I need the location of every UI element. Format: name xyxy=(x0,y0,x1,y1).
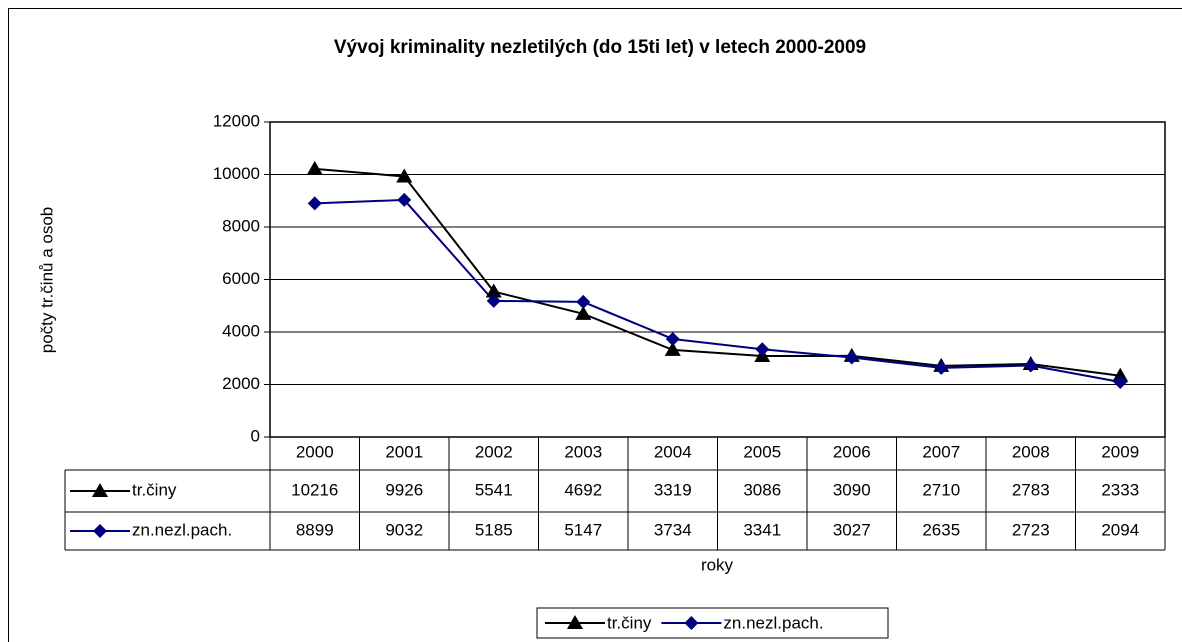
data-point xyxy=(1113,375,1128,390)
table-cell: 2094 xyxy=(1101,520,1139,539)
table-cell: 2635 xyxy=(922,520,960,539)
table-cell: 3734 xyxy=(654,520,692,539)
table-row-label: zn.nezl.pach. xyxy=(132,520,232,539)
data-point xyxy=(576,294,591,309)
data-point xyxy=(485,283,502,298)
x-tick-label: 2000 xyxy=(296,442,334,461)
table-cell: 3090 xyxy=(833,480,871,499)
y-tick-label: 0 xyxy=(251,426,260,445)
legend-label: zn.nezl.pach. xyxy=(723,613,823,632)
data-point xyxy=(1023,358,1038,373)
data-point xyxy=(396,168,413,183)
legend-marker xyxy=(567,615,583,629)
table-cell: 5185 xyxy=(475,520,513,539)
y-axis-label: počty tr.činů a osob xyxy=(37,207,56,353)
legend-label: tr.činy xyxy=(607,613,652,632)
y-tick-label: 10000 xyxy=(213,164,260,183)
y-tick-label: 8000 xyxy=(222,216,260,235)
table-cell: 2723 xyxy=(1012,520,1050,539)
x-tick-label: 2002 xyxy=(475,442,513,461)
y-tick-label: 6000 xyxy=(222,269,260,288)
table-cell: 3027 xyxy=(833,520,871,539)
table-cell: 3341 xyxy=(743,520,781,539)
legend-marker xyxy=(684,616,699,630)
table-cell: 2333 xyxy=(1101,480,1139,499)
table-cell: 9926 xyxy=(385,480,423,499)
x-tick-label: 2004 xyxy=(654,442,692,461)
table-cell: 10216 xyxy=(291,480,338,499)
x-tick-label: 2005 xyxy=(743,442,781,461)
series-line xyxy=(314,167,1121,377)
legend-marker xyxy=(93,524,107,538)
legend-marker xyxy=(92,483,108,497)
data-point xyxy=(844,350,859,365)
y-tick-label: 2000 xyxy=(222,374,260,393)
y-tick-label: 12000 xyxy=(213,111,260,130)
table-cell: 5147 xyxy=(564,520,602,539)
table-cell: 2783 xyxy=(1012,480,1050,499)
x-tick-label: 2003 xyxy=(564,442,602,461)
x-tick-label: 2006 xyxy=(833,442,871,461)
x-tick-label: 2008 xyxy=(1012,442,1050,461)
table-cell: 3319 xyxy=(654,480,692,499)
chart-title: Vývoj kriminality nezletilých (do 15ti l… xyxy=(334,37,866,58)
table-cell: 9032 xyxy=(385,520,423,539)
x-axis-label: roky xyxy=(701,555,734,574)
table-cell: 3086 xyxy=(743,480,781,499)
data-point xyxy=(755,342,770,357)
table-row-label: tr.činy xyxy=(132,480,177,499)
data-point xyxy=(664,341,681,356)
y-tick-label: 4000 xyxy=(222,321,260,340)
chart-border xyxy=(8,8,1182,642)
table-cell: 4692 xyxy=(564,480,602,499)
x-tick-label: 2001 xyxy=(385,442,423,461)
data-point xyxy=(486,293,501,308)
data-point xyxy=(307,196,322,211)
data-point xyxy=(397,192,412,207)
series-line xyxy=(314,198,1121,384)
x-tick-label: 2007 xyxy=(922,442,960,461)
table-cell: 2710 xyxy=(922,480,960,499)
data-point xyxy=(934,360,949,375)
data-point xyxy=(575,305,592,320)
x-tick-label: 2009 xyxy=(1101,442,1139,461)
table-cell: 8899 xyxy=(296,520,334,539)
data-point xyxy=(1112,367,1129,382)
table-cell: 5541 xyxy=(475,480,513,499)
data-point xyxy=(306,160,323,175)
data-point xyxy=(665,331,680,346)
